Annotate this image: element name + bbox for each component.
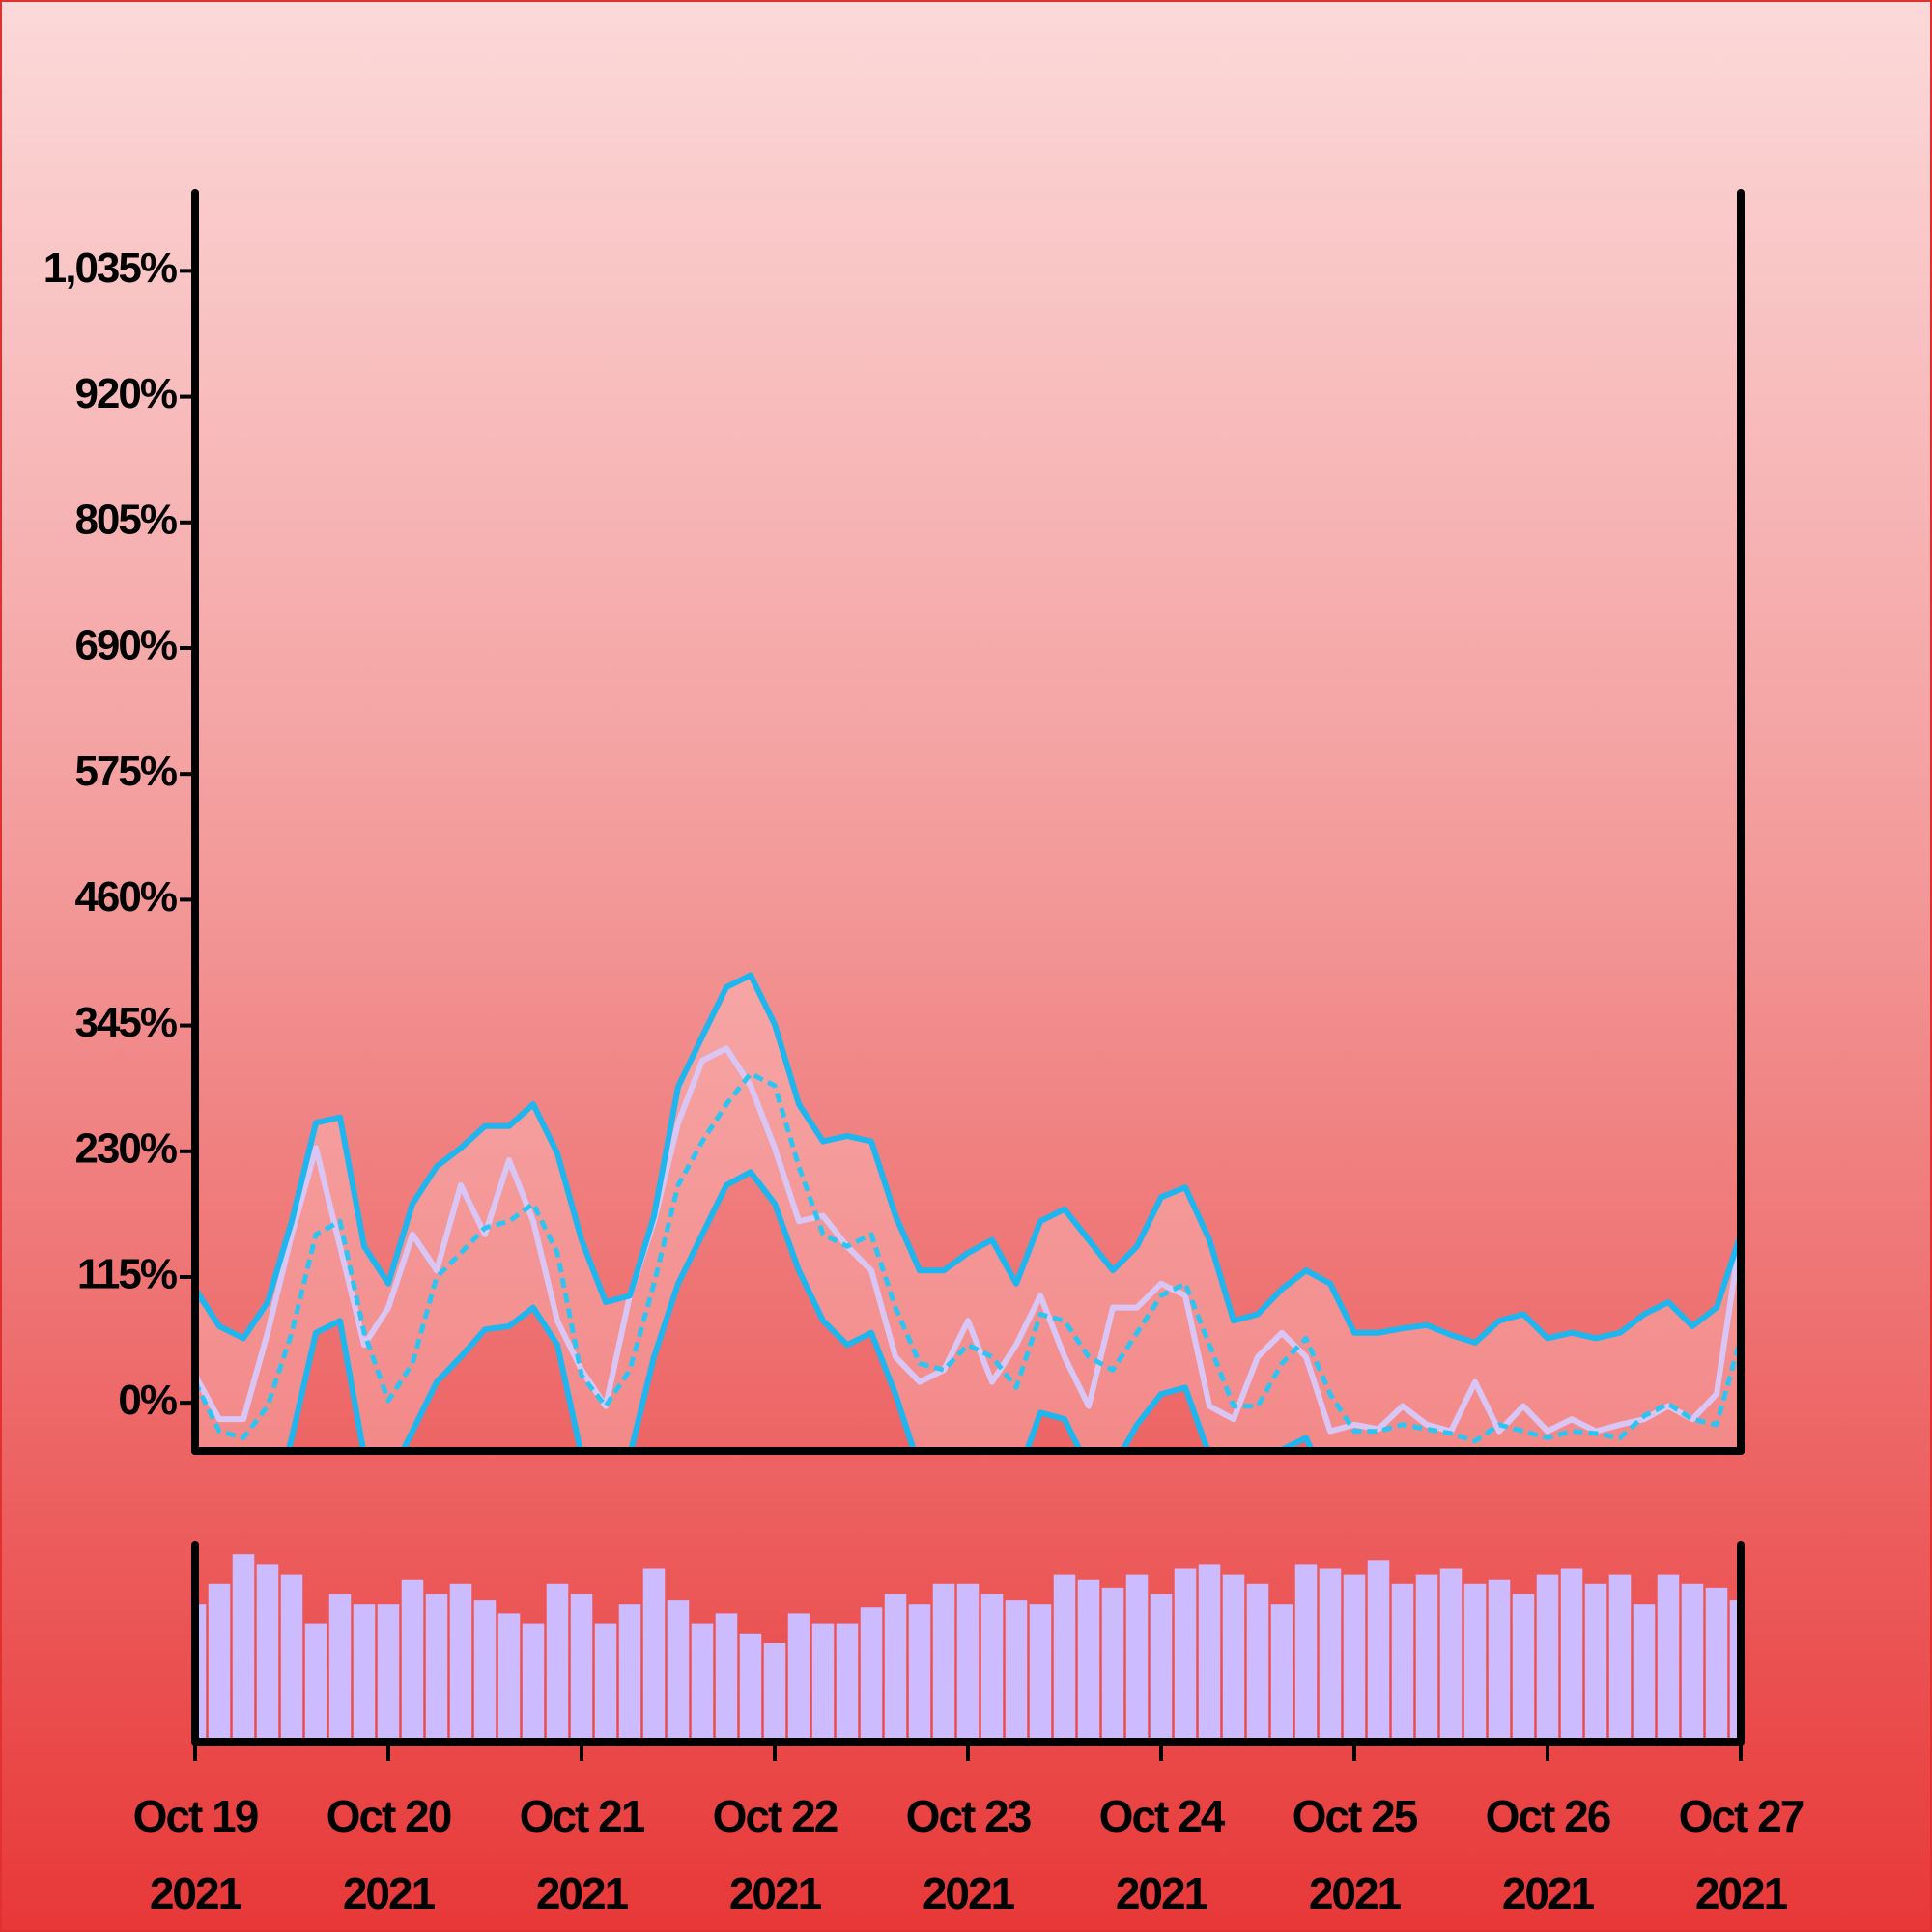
- volume-bar: [787, 1613, 810, 1742]
- plot-area: [195, 972, 1741, 1451]
- y-tick-label: 690%: [74, 622, 176, 669]
- volume-bar: [1343, 1574, 1366, 1742]
- volume-bar: [1270, 1604, 1293, 1742]
- volume-bar: [1415, 1574, 1438, 1742]
- axes: 0% 115% 230% 345% 460% 575% 690% 805% 920% 1,035%: [43, 189, 1745, 1761]
- x-tick-label: Oct 27 2021: [1678, 1791, 1805, 1918]
- x-tick-label: Oct 22 2021: [712, 1791, 839, 1918]
- volume-bar: [449, 1583, 472, 1742]
- volume-bar: [1705, 1587, 1728, 1742]
- volume-bar: [1150, 1594, 1173, 1742]
- volume-bar: [1512, 1594, 1535, 1742]
- series-line: [195, 1045, 1741, 1435]
- volume-bar: [691, 1623, 714, 1742]
- volume-bar: [1488, 1579, 1511, 1742]
- volume-bar: [377, 1604, 400, 1742]
- volume-bar: [642, 1568, 666, 1742]
- volume-bar: [1319, 1568, 1342, 1742]
- volume-bar: [1053, 1574, 1076, 1742]
- volume-bar: [594, 1623, 617, 1742]
- volume-bar: [1608, 1574, 1632, 1742]
- volume-bar: [353, 1604, 376, 1742]
- band-fill: [195, 975, 1741, 1451]
- volume-bar: [1077, 1579, 1100, 1742]
- y-tick-label: 805%: [74, 496, 176, 543]
- series-line: [195, 972, 1741, 1346]
- volume-bar: [195, 1604, 207, 1742]
- y-tick-label: 460%: [74, 873, 176, 921]
- volume-bar: [836, 1623, 859, 1742]
- volume-bar: [497, 1613, 521, 1742]
- y-tick-label: 1,035%: [43, 244, 177, 292]
- volume-bar: [1439, 1568, 1463, 1742]
- volume-bar: [401, 1579, 424, 1742]
- x-tick-label: Oct 26 2021: [1485, 1791, 1612, 1918]
- volume-bar: [256, 1564, 279, 1742]
- x-tick-label: Oct 19 2021: [132, 1791, 260, 1918]
- volume-bar: [956, 1583, 980, 1742]
- x-tick-label: Oct 20 2021: [326, 1791, 453, 1918]
- y-tick-label: 575%: [74, 748, 176, 795]
- volume-bar: [884, 1594, 907, 1742]
- volume-bar: [1584, 1583, 1607, 1742]
- volume-bar: [1174, 1568, 1197, 1742]
- volume-bar: [980, 1594, 1004, 1742]
- volume-bar: [667, 1600, 690, 1742]
- y-tick-label: 230%: [74, 1124, 176, 1172]
- volume-bar: [1633, 1604, 1656, 1742]
- y-tick-label: 0%: [118, 1377, 176, 1424]
- volume-bar: [1294, 1564, 1318, 1742]
- volume-bar: [618, 1604, 641, 1742]
- volume-bar: [208, 1583, 231, 1742]
- y-tick-label: 115%: [77, 1251, 177, 1298]
- volume-bar: [570, 1594, 593, 1742]
- volume-bar: [932, 1583, 955, 1742]
- volume-bar: [763, 1643, 786, 1742]
- volume-bar: [1391, 1583, 1414, 1742]
- volume-bar: [1536, 1574, 1559, 1742]
- volume-bar: [1463, 1583, 1487, 1742]
- volume-bar: [715, 1613, 738, 1742]
- volume-bar: [546, 1583, 569, 1742]
- x-tick-label: Oct 25 2021: [1292, 1791, 1419, 1918]
- x-tick-label: Oct 23 2021: [905, 1791, 1033, 1918]
- volume-bar: [1005, 1600, 1028, 1742]
- volume-bar: [1657, 1574, 1680, 1742]
- volume-bar: [328, 1594, 352, 1742]
- x-tick-label: Oct 24 2021: [1098, 1791, 1226, 1918]
- volume-bar: [1029, 1604, 1052, 1742]
- volume-bar: [304, 1623, 327, 1742]
- volume-bar: [1367, 1560, 1390, 1742]
- y-tick-label: 345%: [74, 999, 176, 1046]
- volume-bar: [739, 1633, 762, 1742]
- volume-bar: [860, 1607, 883, 1742]
- volume-bar: [1681, 1583, 1704, 1742]
- volume-bar: [425, 1594, 448, 1742]
- volume-bar: [1222, 1574, 1245, 1742]
- volume-bar: [908, 1604, 931, 1742]
- volume-bar: [1198, 1564, 1221, 1742]
- volume-bar: [811, 1623, 835, 1742]
- volume-bar: [232, 1554, 255, 1742]
- volume-bar: [473, 1600, 497, 1742]
- volume-bar: [522, 1623, 545, 1742]
- volume-bar: [1560, 1568, 1583, 1742]
- volume-bar: [1729, 1600, 1741, 1742]
- series-line: [195, 1070, 1741, 1444]
- y-tick-label: 920%: [74, 370, 176, 417]
- x-tick-label: Oct 21 2021: [519, 1791, 646, 1918]
- volume-bar: [1246, 1583, 1269, 1742]
- volume-bar: [280, 1574, 303, 1742]
- volume-bar: [1101, 1587, 1124, 1742]
- volume-bar: [1125, 1574, 1149, 1742]
- volume-area: [195, 1554, 1741, 1742]
